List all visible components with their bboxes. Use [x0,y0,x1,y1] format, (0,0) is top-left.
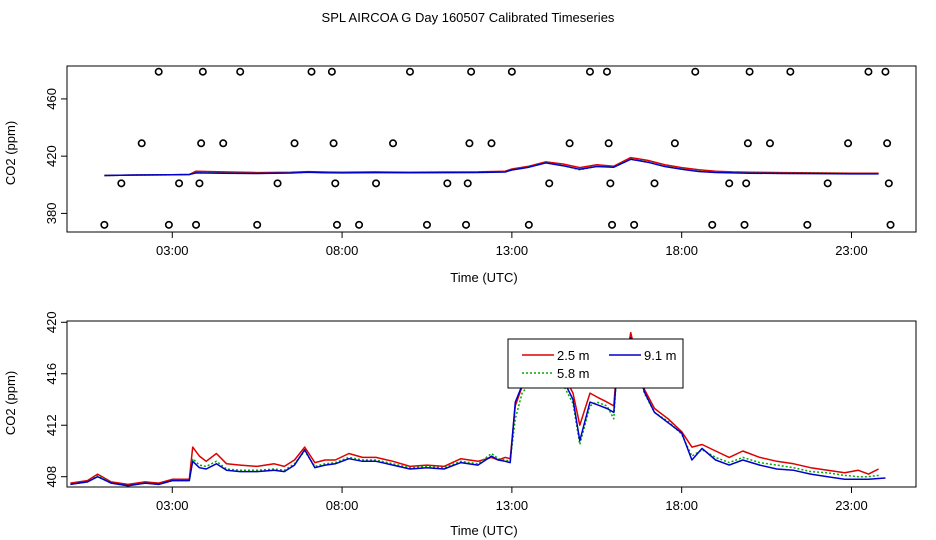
bottom-x-tick-label: 13:00 [496,498,529,513]
raw-sample-marker [355,220,364,229]
raw-sample-marker [545,179,554,188]
top-x-tick-label: 23:00 [835,243,868,258]
raw-sample-marker [786,67,795,76]
top-y-axis-label: CO2 (ppm) [3,121,18,185]
raw-sample-marker [405,67,414,76]
figure-title: SPL AIRCOA G Day 160507 Calibrated Times… [322,10,615,25]
raw-sample-marker [329,139,338,148]
raw-sample-marker [765,139,774,148]
raw-sample-marker [708,220,717,229]
raw-sample-marker [331,179,340,188]
raw-sample-marker [881,67,890,76]
top-plot-area [100,67,895,229]
raw-sample-marker [463,179,472,188]
bottom-y-axis-label: CO2 (ppm) [3,371,18,435]
raw-sample-marker [743,139,752,148]
raw-sample-marker [604,139,613,148]
bottom-y-tick-label: 412 [44,414,59,436]
raw-sample-marker [487,139,496,148]
top-x-tick-label: 03:00 [156,243,189,258]
legend-box [507,338,684,389]
bottom-y-tick-label: 416 [44,363,59,385]
raw-sample-marker [273,179,282,188]
raw-sample-marker [670,139,679,148]
raw-sample-marker [886,220,895,229]
raw-sample-marker [197,139,206,148]
top-y-tick-label: 380 [44,203,59,225]
raw-sample-marker [195,179,204,188]
raw-sample-marker [884,179,893,188]
legend: 2.5 m 5.8 m 9.1 m [507,338,684,389]
bottom-x-tick-label: 03:00 [156,498,189,513]
raw-sample-marker [332,220,341,229]
raw-sample-marker [290,139,299,148]
raw-sample-marker [236,67,245,76]
raw-sample-marker [137,139,146,148]
top-x-tick-label: 18:00 [665,243,698,258]
raw-sample-marker [198,67,207,76]
raw-sample-marker [507,67,516,76]
raw-sample-marker [164,220,173,229]
raw-sample-marker [823,179,832,188]
raw-sample-marker [462,220,471,229]
bottom-plot-area [70,331,886,487]
raw-sample-marker [219,139,228,148]
top-plot-frame [66,65,917,233]
top-series-line-9-1-m [104,158,879,177]
raw-sample-marker [154,67,163,76]
bottom-series-line-2-5-m [70,331,879,486]
legend-label-9-1m: 9.1 m [644,348,677,363]
bottom-y-tick-label: 408 [44,466,59,488]
raw-sample-marker [883,139,892,148]
raw-sample-marker [844,139,853,148]
bottom-panel-co2-by-height: Time (UTC) CO2 (ppm) 2.5 m 5.8 m 9.1 m 0… [3,311,917,538]
raw-sample-marker [389,139,398,148]
raw-sample-marker [691,67,700,76]
bottom-x-tick-label: 08:00 [326,498,359,513]
top-x-tick-label: 13:00 [496,243,529,258]
raw-sample-marker [327,67,336,76]
raw-sample-marker [372,179,381,188]
raw-sample-marker [175,179,184,188]
raw-sample-marker [565,139,574,148]
raw-sample-marker [602,67,611,76]
raw-sample-marker [650,179,659,188]
top-panel-co2-all-samples: Time (UTC) CO2 (ppm) 03:00 08:00 13:00 18:0… [3,65,917,285]
raw-sample-marker [117,179,126,188]
raw-sample-marker [740,220,749,229]
raw-sample-marker [467,67,476,76]
top-x-axis-label: Time (UTC) [450,270,517,285]
raw-sample-marker [606,179,615,188]
raw-sample-marker [422,220,431,229]
bottom-x-tick-label: 18:00 [665,498,698,513]
raw-sample-marker [100,220,109,229]
top-x-tick-label: 08:00 [326,243,359,258]
legend-label-2-5m: 2.5 m [557,348,590,363]
raw-sample-marker [608,220,617,229]
bottom-series-line-9-1-m [70,336,886,487]
raw-sample-marker [585,67,594,76]
bottom-y-tick-label: 420 [44,311,59,333]
raw-sample-marker [443,179,452,188]
raw-sample-marker [307,67,316,76]
top-y-tick-label: 460 [44,88,59,110]
top-y-tick-label: 420 [44,145,59,167]
bottom-x-tick-label: 23:00 [835,498,868,513]
raw-sample-marker [524,220,533,229]
raw-sample-marker [864,67,873,76]
raw-sample-marker [725,179,734,188]
raw-sample-marker [745,67,754,76]
raw-sample-marker [192,220,201,229]
raw-sample-marker [465,139,474,148]
bottom-x-axis-label: Time (UTC) [450,523,517,538]
raw-sample-marker [803,220,812,229]
raw-sample-marker [630,220,639,229]
raw-sample-marker [742,179,751,188]
bottom-plot-frame [66,320,917,488]
raw-sample-marker [253,220,262,229]
legend-label-5-8m: 5.8 m [557,366,590,381]
